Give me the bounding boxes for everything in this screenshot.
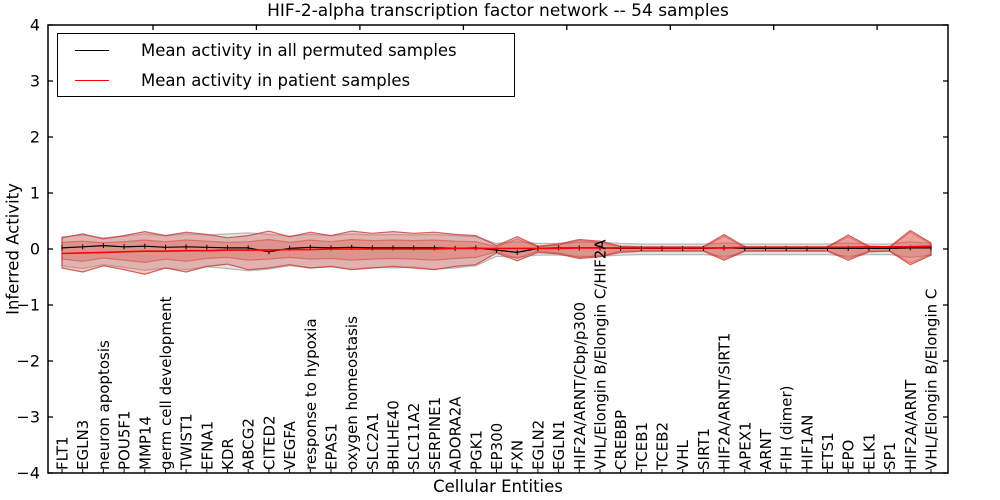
- x-tick-label: FLT1: [54, 436, 72, 470]
- y-tick-label: −4: [16, 464, 40, 483]
- x-tick-label: HIF2A/ARNT: [902, 379, 920, 470]
- y-tick-label: 3: [30, 72, 40, 91]
- x-tick-label: VHL: [674, 439, 692, 470]
- legend-label: Mean activity in patient samples: [141, 70, 411, 90]
- legend-label: Mean activity in all permuted samples: [141, 40, 457, 60]
- x-tick-label: EGLN3: [74, 420, 92, 470]
- x-tick-label: ELK1: [860, 433, 878, 470]
- x-tick-label: TWIST1: [178, 413, 196, 471]
- chart-title: HIF-2-alpha transcription factor network…: [267, 1, 729, 21]
- x-tick-label: EGLN2: [529, 420, 547, 470]
- x-tick-label: SLC11A2: [405, 403, 423, 470]
- x-tick-label: HIF2A/ARNT/Cbp/p300: [571, 302, 589, 470]
- x-tick-label: neuron apoptosis: [95, 340, 113, 470]
- x-tick-label: VEGFA: [281, 420, 299, 470]
- x-tick-label: POU5F1: [116, 410, 134, 470]
- x-tick-label: SERPINE1: [426, 397, 444, 470]
- x-tick-label: BHLHE40: [385, 400, 403, 470]
- x-tick-label: ARNT: [757, 428, 775, 470]
- x-tick-label: oxygen homeostasis: [343, 316, 361, 470]
- x-tick-label: SP1: [881, 442, 899, 470]
- y-tick-label: −3: [16, 408, 40, 427]
- x-tick-label: SIRT1: [695, 428, 713, 470]
- x-tick-label: APEX1: [736, 421, 754, 470]
- x-tick-label: TCEB2: [654, 422, 672, 471]
- x-tick-label: EPO: [840, 440, 858, 470]
- x-tick-label: PGK1: [467, 430, 485, 470]
- x-tick-label: MMP14: [136, 416, 154, 470]
- x-tick-label: HIF2A/ARNT/SIRT1: [716, 333, 734, 470]
- x-tick-label: EP300: [488, 423, 506, 470]
- y-tick-label: 1: [30, 184, 40, 203]
- permuted-line-sample: [75, 49, 109, 51]
- patient-line-sample: [75, 79, 109, 81]
- y-tick-label: −2: [16, 352, 40, 371]
- y-tick-label: −1: [16, 296, 40, 315]
- x-tick-label: CREBBP: [612, 410, 630, 470]
- y-tick-label: 4: [30, 16, 40, 35]
- legend-item-permuted: Mean activity in all permuted samples: [58, 36, 514, 64]
- x-tick-label: response to hypoxia: [302, 318, 320, 470]
- x-tick-label: EPAS1: [323, 423, 341, 470]
- x-tick-label: SLC2A1: [364, 412, 382, 470]
- x-tick-label: EFNA1: [198, 421, 216, 470]
- x-tick-label: EGLN1: [550, 420, 568, 470]
- legend-item-patient: Mean activity in patient samples: [58, 66, 514, 94]
- legend-box: Mean activity in all permuted samples Me…: [57, 33, 515, 97]
- x-tick-label: HIF1AN: [798, 415, 816, 470]
- x-tick-label: FXN: [509, 440, 527, 470]
- x-tick-label: KDR: [219, 438, 237, 470]
- x-tick-label: VHL/Elongin B/Elongin C: [923, 289, 941, 470]
- x-tick-label: FIH (dimer): [778, 386, 796, 471]
- x-tick-label: VHL/Elongin B/Elongin C/HIF2A: [592, 239, 610, 470]
- x-tick-label: CITED2: [260, 415, 278, 470]
- y-tick-label: 2: [30, 128, 40, 147]
- x-axis-label: Cellular Entities: [433, 477, 563, 496]
- x-tick-label: ABCG2: [240, 418, 258, 470]
- x-tick-label: ETS1: [819, 432, 837, 470]
- x-tick-label: germ cell development: [157, 296, 175, 470]
- patient-mean-line: [61, 245, 932, 255]
- y-tick-label: 0: [30, 240, 40, 259]
- x-tick-label: TCEB1: [633, 422, 651, 471]
- x-tick-label: ADORA2A: [447, 396, 465, 470]
